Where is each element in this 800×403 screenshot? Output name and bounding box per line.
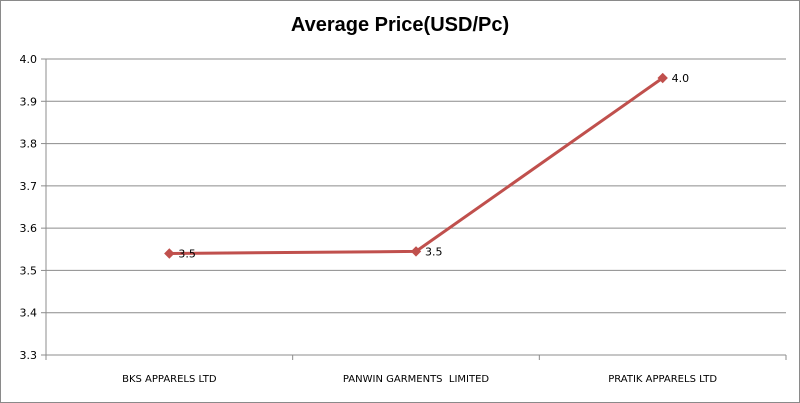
data-point-marker xyxy=(410,246,422,257)
y-tick-label: 3.6 xyxy=(20,222,38,235)
chart-title: Average Price(USD/Pc) xyxy=(290,14,510,36)
x-axis-ticks: BKS APPARELS LTD PANWIN GARMENTS LIMITED P… xyxy=(45,355,787,385)
axes xyxy=(45,59,786,356)
y-tick-label: 3.3 xyxy=(20,349,38,362)
x-tick-label: BKS APPARELS LTD xyxy=(122,374,217,385)
y-tick-label: 3.5 xyxy=(20,264,38,277)
data-point-marker xyxy=(657,72,668,84)
y-tick-label: 4.0 xyxy=(20,53,38,66)
series-line xyxy=(169,76,664,256)
y-tick-label: 3.9 xyxy=(20,95,38,108)
data-label: 3.5 xyxy=(425,245,443,258)
data-label: 3.5 xyxy=(178,248,196,261)
y-axis-ticks: 3.3 3.4 3.5 3.6 3.7 3.8 3.9 4.0 xyxy=(20,53,46,362)
y-tick-label: 3.4 xyxy=(20,307,38,320)
data-label: 4.0 xyxy=(672,72,690,85)
x-tick-label: PANWIN GARMENTS LIMITED xyxy=(343,374,490,385)
data-labels: 3.5 3.5 4.0 xyxy=(178,72,689,260)
y-tick-label: 3.7 xyxy=(20,180,38,193)
data-point-marker xyxy=(164,248,175,259)
y-tick-label: 3.8 xyxy=(20,138,38,151)
series-group xyxy=(164,72,668,259)
x-tick-label: PRATIK APPARELS LTD xyxy=(608,374,717,385)
gridlines xyxy=(46,58,786,314)
